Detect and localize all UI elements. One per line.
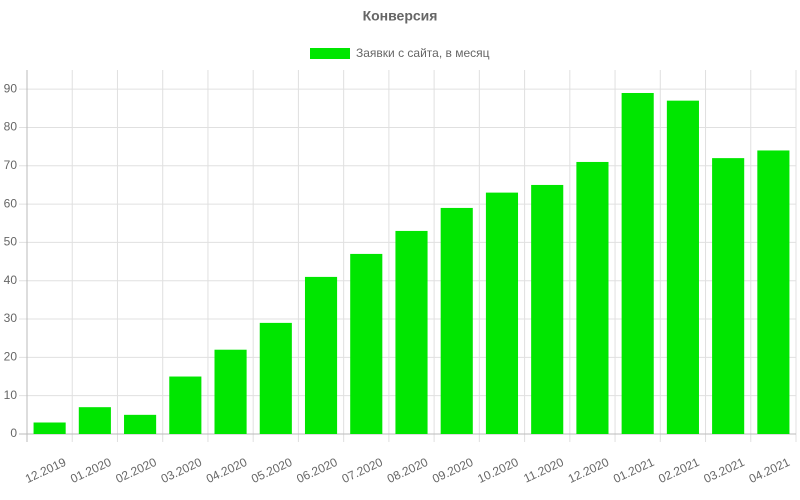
bar	[576, 161, 609, 435]
bar	[304, 276, 338, 434]
bar	[169, 376, 202, 434]
bar	[666, 100, 699, 434]
x-tick-label: 03.2020	[159, 455, 205, 486]
x-tick-label: 04.2021	[747, 455, 793, 486]
bar	[350, 253, 383, 434]
bar	[621, 92, 654, 434]
bar	[259, 322, 292, 434]
x-tick-label: 01.2021	[611, 455, 657, 486]
y-tick-label: 40	[4, 273, 18, 287]
x-tick-label: 03.2021	[702, 455, 748, 486]
x-tick-label: 11.2020	[521, 455, 566, 486]
bar	[124, 414, 157, 434]
legend-label: Заявки с сайта, в месяц	[356, 46, 490, 60]
x-tick-label: 05.2020	[249, 455, 295, 486]
x-tick-label: 07.2020	[340, 455, 386, 486]
y-tick-label: 60	[4, 196, 18, 210]
x-tick-label: 01.2020	[68, 455, 114, 486]
x-tick-label: 02.2020	[113, 455, 159, 486]
x-tick-label: 09.2020	[430, 455, 476, 486]
y-tick-label: 10	[4, 388, 18, 402]
legend-swatch	[310, 48, 350, 59]
bar	[485, 192, 519, 434]
bar	[440, 207, 473, 434]
y-tick-label: 90	[4, 81, 18, 95]
bar	[214, 349, 247, 434]
bar	[33, 422, 66, 434]
y-tick-label: 0	[10, 426, 17, 440]
bar	[531, 184, 564, 434]
y-tick-label: 50	[4, 235, 18, 249]
y-tick-label: 30	[4, 311, 18, 325]
x-tick-label: 02.2021	[656, 455, 702, 486]
y-tick-label: 80	[4, 120, 18, 134]
x-tick-label: 04.2020	[204, 455, 250, 486]
chart-title: Конверсия	[363, 8, 438, 24]
x-tick-label: 10.2020	[475, 455, 521, 486]
bar	[712, 158, 745, 434]
y-tick-label: 70	[4, 158, 18, 172]
x-tick-label: 12.2020	[566, 455, 612, 486]
x-tick-label: 12.2019	[23, 455, 69, 486]
x-tick-label: 08.2020	[385, 455, 431, 486]
x-tick-label: 06.2020	[294, 455, 340, 486]
bar	[78, 407, 111, 434]
bar	[395, 230, 428, 434]
bar	[757, 150, 790, 434]
y-tick-label: 20	[4, 350, 18, 364]
